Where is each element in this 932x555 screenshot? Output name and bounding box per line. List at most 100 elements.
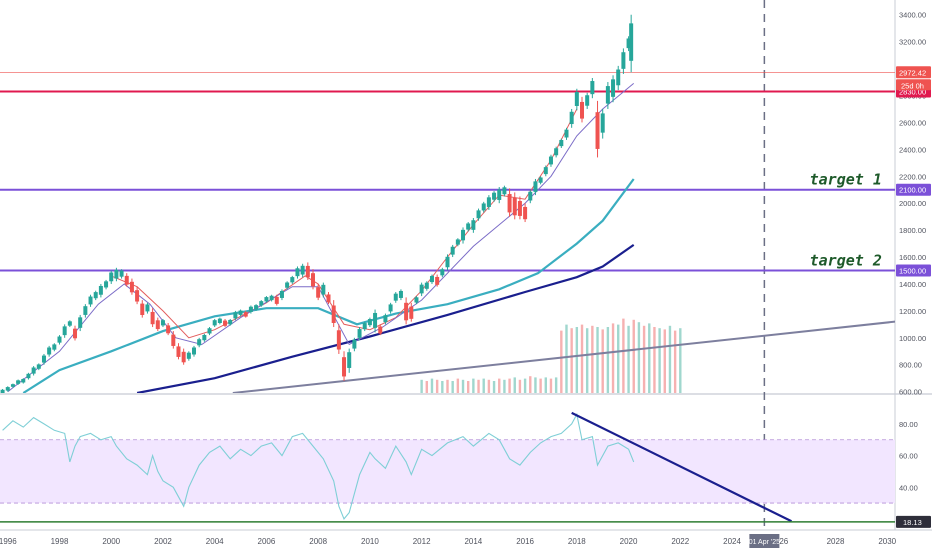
volume-bar bbox=[575, 327, 579, 393]
time-tick-label: 1996 bbox=[0, 537, 17, 546]
price-panel[interactable]: target 1 target 2 bbox=[0, 14, 895, 395]
rsi-band bbox=[0, 439, 895, 504]
volume-bar bbox=[585, 328, 589, 393]
candle-body bbox=[228, 319, 233, 325]
candle-body bbox=[41, 355, 46, 363]
candle-body bbox=[409, 306, 414, 319]
candle-body bbox=[197, 339, 202, 346]
countdown-badge[interactable] bbox=[896, 79, 931, 91]
candle-body bbox=[186, 352, 191, 359]
candle-body bbox=[16, 380, 21, 384]
candle-body bbox=[367, 319, 372, 326]
volume-bar bbox=[549, 378, 553, 393]
candle-body bbox=[310, 273, 315, 287]
volume-bar bbox=[673, 330, 677, 393]
candle-body bbox=[564, 129, 569, 138]
candle-body bbox=[129, 281, 134, 293]
candle-body bbox=[398, 290, 403, 298]
candle-body bbox=[605, 86, 610, 104]
time-tick-label: 2018 bbox=[568, 537, 586, 546]
time-axis[interactable]: 1996 1998 2000 2002 2004 2006 2008 2010 2012 2014… bbox=[0, 534, 897, 548]
candle-body bbox=[461, 229, 466, 241]
candle-body bbox=[440, 269, 445, 276]
time-tick-label: 2008 bbox=[309, 537, 327, 546]
candle-body bbox=[264, 297, 269, 302]
candle-body bbox=[259, 301, 264, 306]
candle-body bbox=[388, 304, 393, 312]
time-tick-label: 2010 bbox=[361, 537, 379, 546]
time-tick-label: 2004 bbox=[206, 537, 224, 546]
candle-body bbox=[0, 389, 5, 393]
rsi-value-label: 18.13 bbox=[903, 518, 922, 527]
candle-body bbox=[621, 52, 626, 69]
candle-body bbox=[419, 284, 424, 294]
volume-bar bbox=[430, 378, 434, 393]
price-tick-label: 1800.00 bbox=[899, 226, 926, 235]
price-badge-label: 1500.00 bbox=[899, 267, 926, 276]
volume-bar bbox=[663, 329, 666, 393]
volume-bar bbox=[518, 379, 522, 393]
rsi-trendline[interactable] bbox=[571, 411, 793, 523]
price-tick-label: 800.00 bbox=[899, 361, 922, 370]
candle-body bbox=[559, 139, 564, 147]
candle-body bbox=[528, 191, 533, 201]
moving-average-line bbox=[22, 178, 635, 393]
volume-bar bbox=[653, 327, 656, 393]
moving-average-line bbox=[136, 243, 635, 393]
candle-body bbox=[290, 277, 295, 283]
candle-body bbox=[285, 282, 290, 288]
candle-body bbox=[217, 318, 222, 323]
volume-bar bbox=[648, 323, 651, 393]
candle-body bbox=[212, 320, 217, 326]
long-trendline[interactable] bbox=[232, 320, 895, 393]
candle-body bbox=[119, 270, 124, 277]
countdown-label: 25d 0h bbox=[901, 81, 924, 90]
volume-bar bbox=[560, 330, 563, 393]
candle-body bbox=[145, 304, 150, 312]
volume-bar bbox=[487, 379, 491, 393]
annotation-target-2[interactable]: target 2 bbox=[810, 252, 882, 270]
price-tick-label: 2400.00 bbox=[899, 145, 926, 154]
price-axis[interactable]: 600.00 800.00 1000.00 1200.00 1400.00 1600.00… bbox=[896, 11, 931, 397]
price-tick-label: 2600.00 bbox=[899, 118, 926, 127]
candle-body bbox=[476, 210, 481, 219]
time-tick-label: 2028 bbox=[827, 537, 845, 546]
volume-bar bbox=[617, 324, 620, 393]
time-tick-label: 2000 bbox=[102, 537, 120, 546]
volume-bar bbox=[523, 378, 527, 393]
volume-bar bbox=[503, 379, 506, 393]
rsi-axis[interactable]: 40.00 60.00 80.00 18.13 bbox=[896, 420, 931, 528]
candle-body bbox=[300, 265, 305, 275]
candle-body bbox=[455, 239, 460, 245]
rsi-tick-label: 80.00 bbox=[899, 420, 918, 429]
candle-body bbox=[362, 323, 367, 330]
candle-body bbox=[352, 339, 357, 349]
candle-body bbox=[155, 320, 160, 330]
time-tick-label: 2030 bbox=[878, 537, 896, 546]
price-tick-label: 2000.00 bbox=[899, 199, 926, 208]
price-tick-label: 2200.00 bbox=[899, 172, 926, 181]
candle-body bbox=[626, 38, 631, 49]
candle-body bbox=[585, 95, 590, 106]
candle-body bbox=[554, 148, 559, 156]
volume-bar bbox=[637, 322, 641, 393]
volume-bar bbox=[477, 379, 480, 393]
rsi-panel[interactable] bbox=[0, 411, 895, 523]
volume-bar bbox=[565, 324, 568, 393]
annotation-target-1[interactable]: target 1 bbox=[810, 171, 882, 189]
volume-bar bbox=[446, 379, 449, 393]
price-badge[interactable] bbox=[896, 66, 931, 79]
candle-body bbox=[36, 364, 41, 369]
price-badge[interactable] bbox=[896, 264, 931, 277]
price-tick-label: 1600.00 bbox=[899, 253, 926, 262]
rsi-value-badge[interactable] bbox=[896, 515, 931, 528]
candle-body bbox=[243, 312, 248, 317]
volume-bar bbox=[642, 325, 646, 393]
candle-body bbox=[502, 187, 507, 195]
volume-bar bbox=[539, 378, 542, 393]
time-cursor-badge[interactable] bbox=[749, 534, 780, 548]
candle-body bbox=[517, 201, 522, 216]
price-badge[interactable] bbox=[896, 183, 931, 196]
candle-body bbox=[497, 189, 502, 200]
